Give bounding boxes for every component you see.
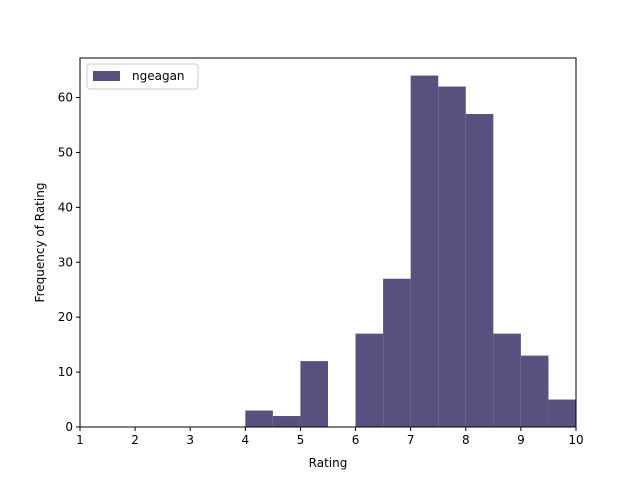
legend-swatch — [93, 71, 120, 81]
y-tick-label: 20 — [58, 310, 73, 324]
y-tick-label: 40 — [58, 200, 73, 214]
x-tick-label: 8 — [462, 433, 470, 447]
legend-box — [86, 63, 199, 90]
legend: ngeagan — [86, 63, 199, 90]
histogram-bar — [383, 278, 411, 427]
bars-group — [245, 75, 576, 428]
axes-frame — [79, 57, 577, 428]
legend-label: ngeagan — [132, 69, 185, 83]
x-tick-label: 5 — [297, 433, 305, 447]
histogram-bar — [272, 416, 301, 427]
histogram-bar — [548, 399, 576, 427]
y-tick-label: 10 — [58, 365, 73, 379]
y-axis-label: Frequency of Rating — [33, 183, 47, 303]
x-tick-label: 9 — [517, 433, 525, 447]
x-tick-label: 2 — [131, 433, 139, 447]
histogram-bar — [355, 333, 384, 427]
x-tick-label: 6 — [352, 433, 360, 447]
x-axis-ticks: 1 2 3 4 5 6 7 8 9 10 — [76, 427, 584, 447]
histogram-bar — [520, 355, 549, 427]
y-tick-label: 0 — [65, 420, 73, 434]
x-tick-label: 10 — [568, 433, 583, 447]
x-tick-label: 7 — [407, 433, 415, 447]
x-tick-label: 3 — [186, 433, 194, 447]
x-tick-label: 1 — [76, 433, 84, 447]
y-axis-ticks: 0 10 20 30 40 50 60 — [58, 91, 80, 434]
y-tick-label: 60 — [58, 91, 73, 105]
histogram-bar — [438, 86, 466, 427]
histogram-bar — [410, 75, 439, 428]
histogram-bar — [465, 114, 494, 428]
x-axis-label: Rating — [309, 456, 348, 470]
y-tick-label: 30 — [58, 255, 73, 269]
histogram-bar — [245, 410, 273, 427]
histogram-bar — [493, 333, 521, 427]
y-tick-label: 50 — [58, 145, 73, 159]
x-tick-label: 4 — [242, 433, 250, 447]
histogram-bar — [300, 361, 328, 427]
